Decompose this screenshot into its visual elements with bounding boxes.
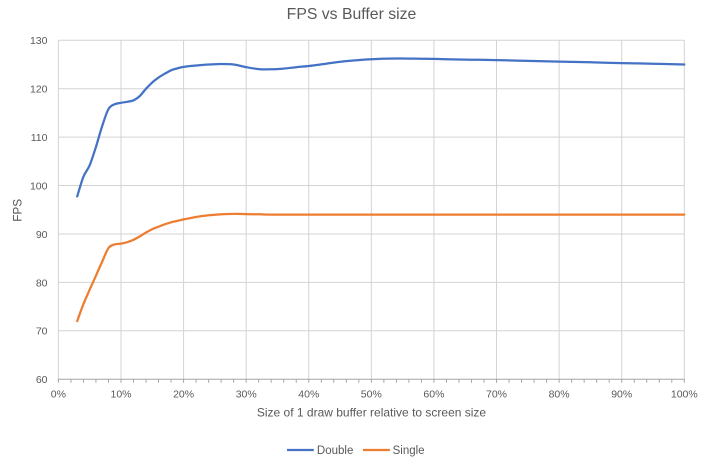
svg-text:60: 60 xyxy=(36,374,48,386)
svg-text:120: 120 xyxy=(30,84,48,96)
svg-text:0%: 0% xyxy=(51,388,66,400)
svg-text:FPS vs Buffer size: FPS vs Buffer size xyxy=(287,6,417,23)
svg-text:Double: Double xyxy=(317,445,353,457)
svg-text:70%: 70% xyxy=(486,388,507,400)
svg-text:Single: Single xyxy=(393,445,425,457)
svg-text:40%: 40% xyxy=(298,388,319,400)
svg-text:90%: 90% xyxy=(611,388,632,400)
svg-text:FPS: FPS xyxy=(10,199,24,222)
svg-text:10%: 10% xyxy=(110,388,131,400)
svg-text:20%: 20% xyxy=(173,388,194,400)
svg-text:Size of 1 draw buffer relative: Size of 1 draw buffer relative to screen… xyxy=(257,405,487,419)
svg-text:60%: 60% xyxy=(423,388,444,400)
svg-text:130: 130 xyxy=(30,35,48,47)
svg-text:100%: 100% xyxy=(671,388,698,400)
svg-text:50%: 50% xyxy=(361,388,382,400)
svg-text:30%: 30% xyxy=(236,388,257,400)
svg-text:110: 110 xyxy=(31,132,48,144)
svg-text:80: 80 xyxy=(36,277,48,289)
svg-text:90: 90 xyxy=(36,229,48,241)
svg-text:80%: 80% xyxy=(549,388,570,400)
svg-text:100: 100 xyxy=(30,180,48,192)
svg-text:70: 70 xyxy=(36,326,48,338)
